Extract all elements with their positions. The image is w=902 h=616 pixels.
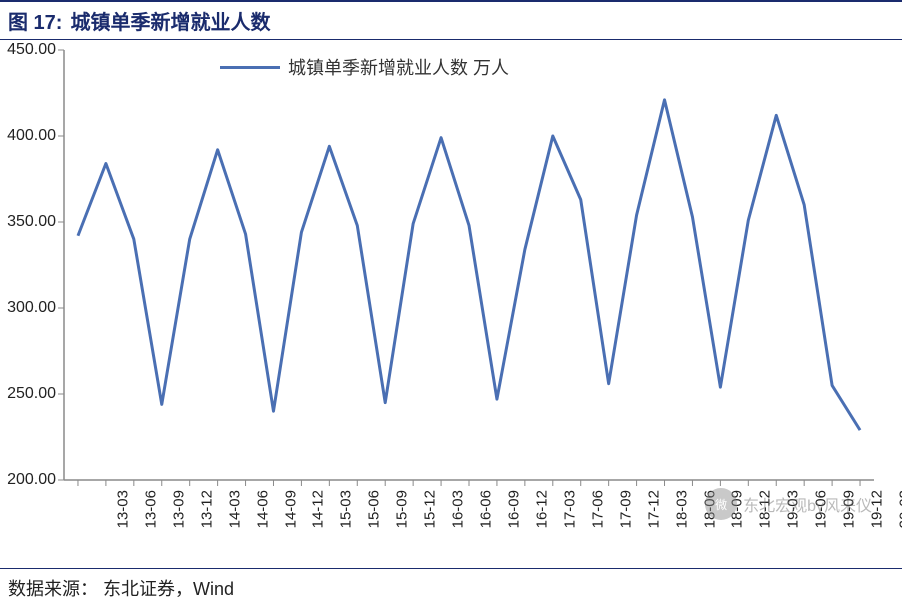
legend-label: 城镇单季新增就业人数 万人	[288, 54, 509, 80]
x-axis-tick-label: 17-09	[617, 490, 634, 528]
x-axis-tick-label: 16-03	[450, 490, 467, 528]
legend-swatch	[220, 66, 280, 69]
x-axis-tick-label: 15-06	[366, 490, 383, 528]
wechat-icon: 微	[705, 488, 737, 520]
x-axis-tick-label: 20-03	[896, 490, 902, 528]
y-axis-tick-label: 200.00	[7, 471, 56, 489]
x-axis-tick-label: 18-03	[673, 490, 690, 528]
x-axis-tick-label: 14-12	[310, 490, 327, 528]
watermark: 微 东北宏观by风来仪	[705, 488, 872, 520]
watermark-text: 东北宏观by风来仪	[743, 492, 872, 516]
figure-title-bar: 图 17: 城镇单季新增就业人数	[0, 0, 902, 40]
source-bar: 数据来源： 东北证券，Wind	[0, 568, 902, 607]
y-axis-tick-label: 300.00	[7, 299, 56, 317]
y-axis-tick-label: 350.00	[7, 213, 56, 231]
x-axis-tick-label: 17-03	[561, 490, 578, 528]
y-axis-tick-label: 450.00	[7, 41, 56, 59]
figure-title: 城镇单季新增就业人数	[70, 6, 270, 35]
x-axis-tick-label: 15-03	[338, 490, 355, 528]
x-axis-tick-label: 13-03	[114, 490, 131, 528]
x-axis-tick-label: 17-06	[589, 490, 606, 528]
x-axis-tick-label: 13-06	[142, 490, 159, 528]
legend: 城镇单季新增就业人数 万人	[220, 54, 509, 80]
source-text: 东北证券，Wind	[103, 579, 234, 599]
x-axis-tick-label: 14-06	[254, 490, 271, 528]
x-axis-tick-label: 16-06	[477, 490, 494, 528]
x-axis-tick-label: 16-12	[533, 490, 550, 528]
chart-area: 城镇单季新增就业人数 万人 200.00 250.00 300.00 350.00 40…	[0, 40, 902, 568]
x-axis-tick-label: 13-09	[170, 490, 187, 528]
x-axis-tick-label: 13-12	[198, 490, 215, 528]
y-axis-tick-label: 400.00	[7, 127, 56, 145]
x-axis-tick-label: 15-12	[422, 490, 439, 528]
source-label: 数据来源：	[8, 579, 98, 599]
x-axis-tick-label: 16-09	[505, 490, 522, 528]
x-axis-tick-label: 14-03	[226, 490, 243, 528]
figure-number: 图 17:	[8, 6, 62, 35]
x-axis-tick-label: 15-09	[394, 490, 411, 528]
x-axis-tick-label: 14-09	[282, 490, 299, 528]
x-axis-tick-label: 17-12	[645, 490, 662, 528]
y-axis-tick-label: 250.00	[7, 385, 56, 403]
